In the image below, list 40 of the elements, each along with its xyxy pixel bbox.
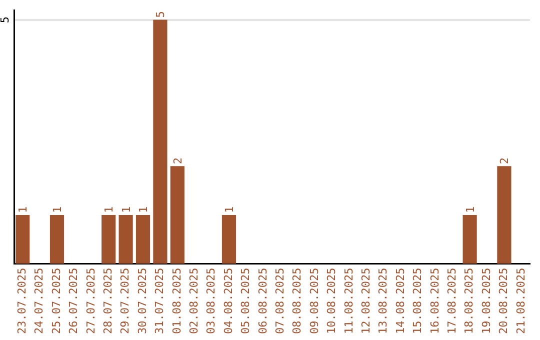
x-tick-label: 03.08.2025 — [204, 268, 218, 334]
x-tick-label: 17.08.2025 — [445, 268, 458, 334]
x-tick-label: 18.08.2025 — [462, 268, 476, 334]
x-tick-label: 09.08.2025 — [308, 268, 321, 334]
data-label: 1 — [137, 206, 150, 213]
x-tick-label: 01.08.2025 — [170, 268, 184, 334]
data-label: 2 — [171, 158, 184, 164]
x-tick-label: 08.08.2025 — [290, 268, 304, 334]
data-label: 1 — [51, 206, 64, 213]
x-tick-label: 23.07.2025 — [15, 268, 28, 334]
x-tick-label: 14.08.2025 — [394, 268, 407, 334]
x-tick-label: 19.08.2025 — [480, 268, 493, 334]
x-tick-label: 02.08.2025 — [187, 268, 200, 334]
x-tick-label: 20.08.2025 — [497, 268, 510, 334]
x-tick-label: 25.07.2025 — [50, 268, 63, 334]
x-tick-label: 26.07.2025 — [67, 268, 80, 334]
x-tick-label: 13.08.2025 — [376, 268, 390, 334]
x-tick-label: 24.07.2025 — [32, 268, 46, 334]
x-tick-label: 30.07.2025 — [136, 268, 149, 334]
x-tick-label: 31.07.2025 — [153, 268, 166, 334]
x-tick-label: 15.08.2025 — [411, 268, 424, 334]
data-label: 1 — [464, 206, 477, 213]
x-tick-label: 07.08.2025 — [273, 268, 286, 334]
x-tick-label: 12.08.2025 — [359, 268, 372, 334]
data-label: 1 — [16, 206, 30, 213]
x-tick-label: 21.08.2025 — [514, 268, 528, 334]
x-tick-label: 04.08.2025 — [222, 268, 235, 334]
data-label: 1 — [120, 206, 133, 213]
x-tick-label: 05.08.2025 — [239, 268, 252, 334]
x-tick-label: 28.07.2025 — [101, 268, 114, 334]
x-tick-label: 29.07.2025 — [118, 268, 132, 334]
x-tick-label: 27.07.2025 — [84, 268, 98, 334]
x-tick-label: 16.08.2025 — [428, 268, 442, 334]
data-label: 1 — [102, 206, 116, 213]
data-label: 5 — [154, 11, 168, 18]
x-tick-label: 11.08.2025 — [342, 268, 356, 334]
x-tick-label: 10.08.2025 — [325, 268, 338, 334]
x-tick-label: 06.08.2025 — [256, 268, 270, 334]
data-label: 1 — [223, 206, 236, 213]
data-label: 2 — [498, 158, 512, 164]
